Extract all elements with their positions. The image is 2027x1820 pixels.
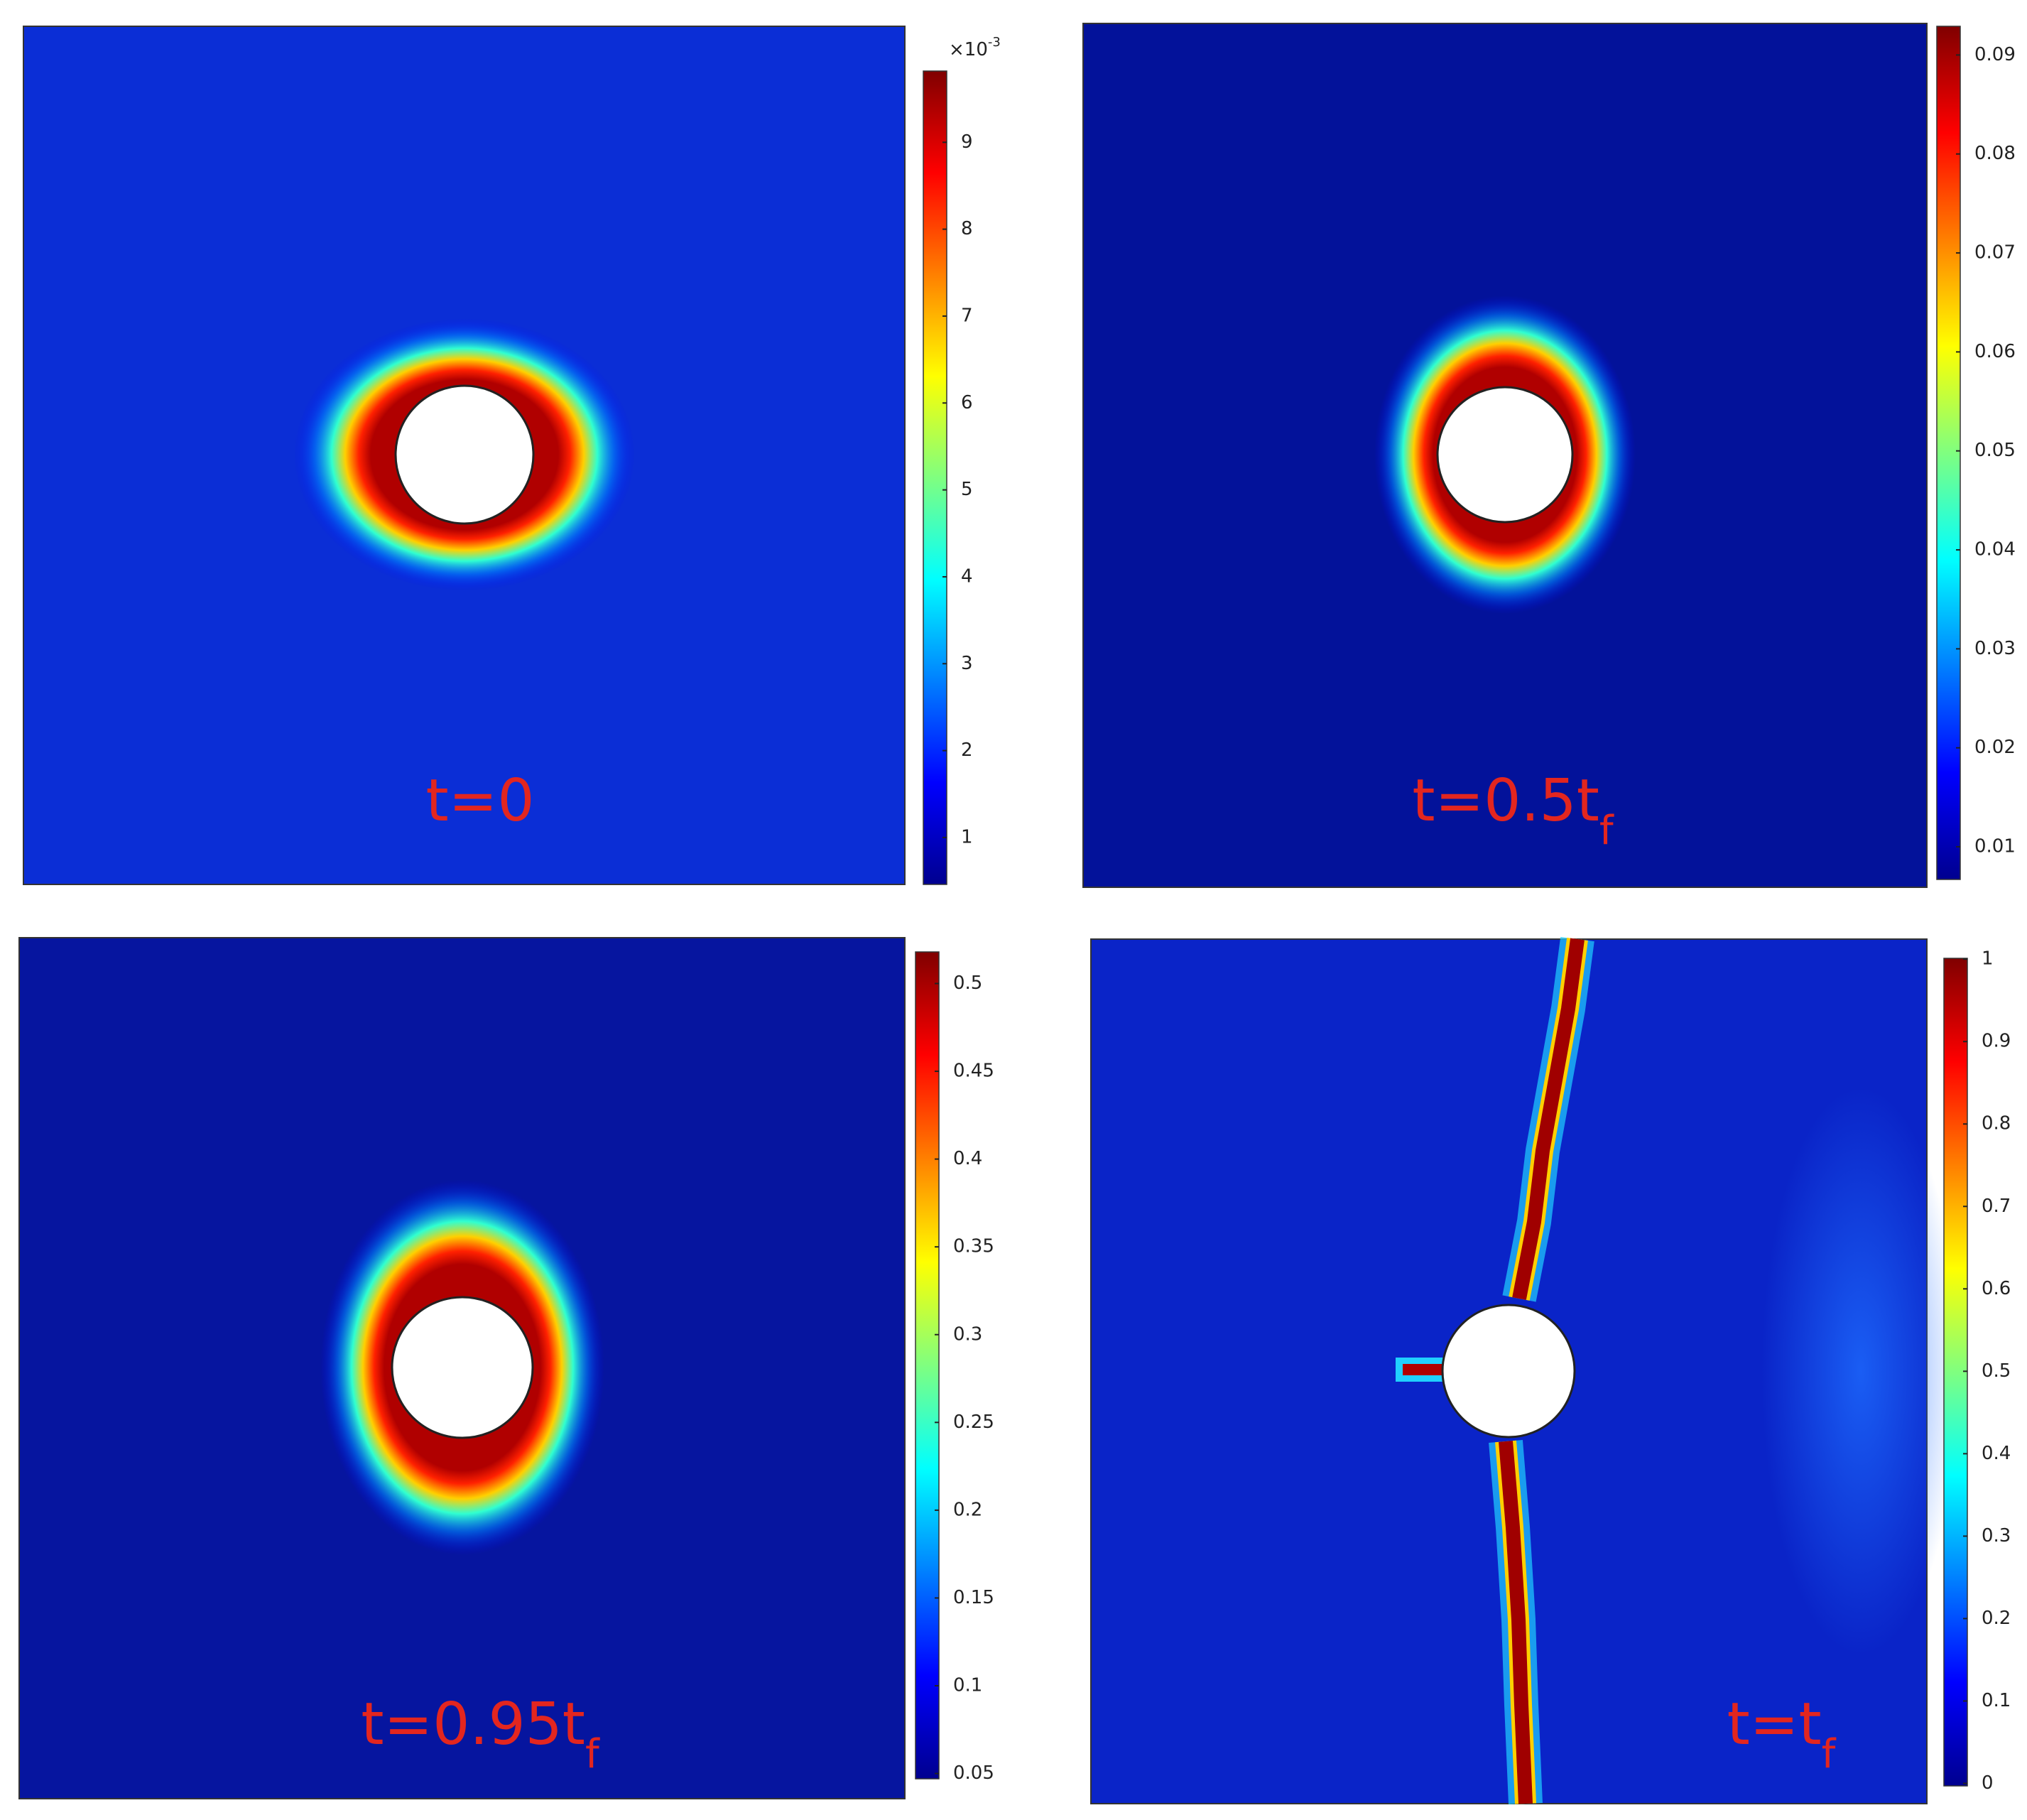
colorbar-tick-label: 0.9 (1982, 1031, 2011, 1052)
colorbar-tick-label: 0.03 (1974, 638, 2016, 659)
time-label-sub: f (1822, 1731, 1837, 1777)
colorbar-tick-label: 1 (961, 826, 973, 847)
panel: t=0 1 2 3 4 5 6 7 8 9 ×10-3 (23, 26, 1001, 885)
multiplier-base: ×10 (949, 39, 988, 60)
colorbar-tick-label: 0.1 (953, 1675, 982, 1696)
colorbar-tick-label: 0.05 (953, 1762, 994, 1784)
colorbar-tick-label: 0.2 (953, 1499, 982, 1520)
hole (394, 384, 535, 525)
colorbar-tick-label: 3 (961, 653, 973, 674)
colorbar-tick-label: 0.3 (953, 1323, 982, 1345)
hole (1436, 386, 1574, 524)
time-label-sub: f (1599, 808, 1614, 854)
multiplier-exponent: -3 (988, 35, 1001, 50)
colorbar (923, 70, 947, 885)
hole (391, 1296, 534, 1439)
panel: t=tf 0 0.1 0.2 0.3 0.4 0.5 0.6 0.7 0.8 0.9 1 (1090, 936, 2011, 1805)
time-label: t=0.5tf (1412, 767, 1614, 854)
time-label: t=0 (425, 767, 534, 835)
colorbar-tick-label: 0.08 (1974, 143, 2016, 164)
colorbar-tick-label: 0.7 (1982, 1196, 2011, 1217)
time-label-main: t=0.95t (361, 1691, 585, 1758)
colorbar-tick-label: 0.35 (953, 1236, 994, 1257)
colorbar-tick-label: 0.8 (1982, 1113, 2011, 1134)
field-shade (1761, 1087, 1960, 1655)
colorbar-tick-label: 4 (961, 565, 973, 587)
colorbar-tick-label: 5 (961, 479, 973, 500)
colorbar-tick-label: 0.07 (1974, 242, 2016, 264)
colorbar-tick-label: 0.1 (1982, 1690, 2011, 1711)
crack (1512, 938, 1585, 1300)
colorbar-tick-label: 0.06 (1974, 341, 2016, 362)
colorbar (1936, 26, 1961, 880)
colorbar (915, 951, 940, 1780)
colorbar-tick-label: 0.45 (953, 1061, 994, 1082)
colorbar-tick-label: 0.3 (1982, 1525, 2011, 1547)
colorbar-tick-label: 0.09 (1974, 44, 2016, 65)
colorbar-tick-label: 0.4 (953, 1148, 982, 1169)
colorbar-tick-label: 0.5 (1982, 1360, 2011, 1382)
hole (1441, 1304, 1576, 1439)
time-label: t=0.95tf (361, 1691, 600, 1777)
colorbar-tick-label: 7 (961, 305, 973, 326)
time-label-sub: f (585, 1731, 600, 1777)
colorbar (1943, 958, 1968, 1787)
panel: t=0.5tf 0.01 0.02 0.03 0.04 0.05 0.06 0.07 0.08 0… (1082, 23, 2016, 888)
colorbar-tick-label: 1 (1982, 948, 1994, 970)
colorbar-tick-label: 8 (961, 218, 973, 239)
colorbar-tick-label: 0.25 (953, 1412, 994, 1433)
colorbar-multiplier: ×10-3 (949, 35, 1001, 60)
colorbar-tick-label: 2 (961, 740, 973, 761)
crack (1499, 1441, 1533, 1804)
time-label-main: t=0.5t (1412, 767, 1599, 835)
time-label-main: t=0 (425, 767, 534, 835)
colorbar-tick-label: 0.02 (1974, 737, 2016, 758)
colorbar-tick-label: 0.01 (1974, 836, 2016, 857)
time-label-main: t=t (1727, 1691, 1822, 1758)
colorbar-tick-label: 0.5 (953, 973, 982, 994)
colorbar-tick-label: 9 (961, 131, 973, 153)
colorbar-tick-label: 0.04 (1974, 539, 2016, 560)
time-label: t=tf (1727, 1691, 1837, 1777)
colorbar-tick-label: 0.6 (1982, 1278, 2011, 1299)
colorbar-tick-label: 0.2 (1982, 1608, 2011, 1629)
colorbar-tick-label: 0.4 (1982, 1443, 2011, 1464)
colorbar-tick-label: 0.05 (1974, 440, 2016, 461)
panel: t=0.95tf 0.05 0.1 0.15 0.2 0.25 0.3 0.35 0.4 0.45… (18, 937, 994, 1799)
colorbar-tick-label: 0.15 (953, 1587, 994, 1608)
colorbar-tick-label: 0 (1982, 1772, 1994, 1794)
colorbar-tick-label: 6 (961, 392, 973, 413)
